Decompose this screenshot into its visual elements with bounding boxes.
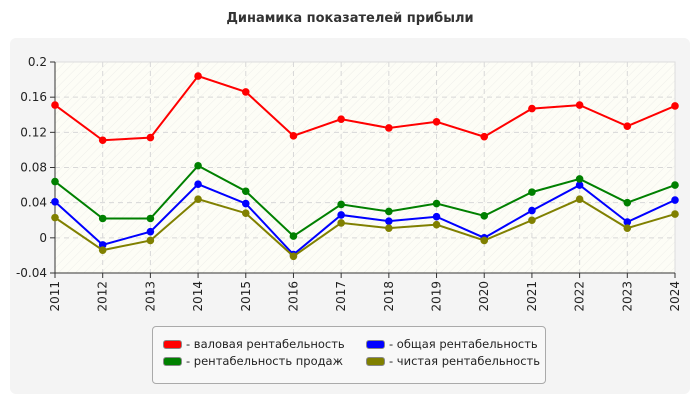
- data-point: [337, 219, 345, 227]
- data-point: [575, 101, 584, 109]
- data-point: [241, 199, 250, 208]
- data-point: [98, 246, 107, 254]
- legend-swatch: [366, 356, 385, 366]
- data-point: [98, 241, 107, 249]
- data-point: [98, 136, 107, 145]
- legend-swatch: [163, 339, 182, 349]
- legend-swatch: [366, 339, 385, 349]
- y-tick-label: 0: [39, 231, 47, 245]
- data-point: [623, 224, 632, 232]
- data-point: [385, 217, 393, 225]
- x-tick-label: 2012: [96, 281, 110, 312]
- x-tick-label: 2018: [382, 281, 396, 312]
- data-point: [385, 124, 393, 132]
- data-point: [575, 175, 584, 183]
- data-point: [480, 236, 489, 245]
- x-tick-label: 2015: [239, 281, 253, 312]
- legend-item-total: - общая рентабельность: [366, 337, 538, 351]
- y-tick-label: -0.04: [16, 266, 47, 280]
- data-point: [337, 200, 345, 209]
- x-tick-label: 2017: [334, 281, 348, 312]
- x-tick-label: 2016: [286, 281, 300, 312]
- data-point: [241, 88, 250, 96]
- data-point: [432, 212, 441, 221]
- data-point: [528, 104, 536, 113]
- legend-swatch: [163, 356, 182, 366]
- data-point: [432, 220, 441, 229]
- y-tick-label: 0.12: [20, 125, 47, 139]
- x-tick-label: 2011: [48, 281, 62, 312]
- x-tick-label: 2020: [477, 281, 491, 312]
- x-tick-label: 2023: [620, 281, 634, 312]
- data-point: [671, 210, 679, 218]
- data-point: [194, 161, 202, 170]
- x-tick-label: 2022: [573, 281, 587, 312]
- y-tick-label: 0.04: [20, 196, 47, 210]
- data-point: [671, 181, 679, 189]
- data-point: [480, 132, 489, 141]
- data-point: [146, 236, 155, 245]
- chart-title: Динамика показателей прибыли: [226, 11, 474, 26]
- data-point: [623, 122, 632, 130]
- data-point: [241, 209, 250, 218]
- data-point: [432, 199, 441, 208]
- data-point: [528, 206, 536, 215]
- data-point: [194, 195, 202, 203]
- data-point: [337, 115, 345, 123]
- legend-label: - чистая рентабельность: [389, 354, 541, 368]
- data-point: [146, 214, 155, 223]
- x-tick-label: 2013: [143, 281, 157, 312]
- legend-label: - общая рентабельность: [389, 337, 538, 351]
- data-point: [671, 196, 679, 204]
- data-point: [146, 227, 155, 236]
- legend-label: - валовая рентабельность: [186, 337, 345, 351]
- data-point: [671, 102, 679, 110]
- data-point: [623, 198, 632, 207]
- y-tick-label: 0.16: [20, 90, 47, 104]
- data-point: [385, 224, 393, 232]
- data-point: [337, 211, 345, 219]
- data-point: [289, 132, 298, 140]
- data-point: [98, 214, 107, 223]
- data-point: [575, 181, 584, 189]
- data-point: [528, 216, 536, 225]
- data-point: [385, 207, 393, 216]
- data-point: [289, 252, 298, 261]
- series-line-0: [54, 74, 676, 142]
- data-point: [432, 117, 441, 126]
- series-line-3: [54, 198, 676, 258]
- legend-item-sales: - рентабельность продаж: [163, 354, 343, 368]
- x-tick-label: 2024: [668, 281, 682, 312]
- data-point: [51, 213, 59, 222]
- legend-item-net: - чистая рентабельность: [366, 354, 540, 368]
- series-line-1: [54, 183, 676, 256]
- legend: - валовая рентабельность - рентабельност…: [152, 326, 546, 384]
- data-point: [51, 101, 59, 109]
- data-point: [51, 197, 59, 206]
- y-tick-label: 0.08: [20, 161, 47, 175]
- data-point: [194, 72, 202, 80]
- data-point: [623, 218, 632, 226]
- data-point: [575, 195, 584, 203]
- y-tick-label: 0.2: [28, 55, 47, 69]
- series-line-2: [54, 164, 676, 238]
- data-point: [241, 187, 250, 196]
- data-point: [194, 180, 202, 189]
- x-tick-label: 2014: [191, 281, 205, 312]
- x-tick-label: 2019: [430, 281, 444, 312]
- legend-label: - рентабельность продаж: [186, 354, 343, 368]
- legend-item-gross: - валовая рентабельность: [163, 337, 345, 351]
- data-point: [528, 188, 536, 196]
- data-point: [51, 177, 59, 186]
- data-point: [146, 133, 155, 142]
- x-tick-label: 2021: [525, 281, 539, 312]
- data-point: [289, 232, 298, 240]
- data-point: [480, 212, 489, 220]
